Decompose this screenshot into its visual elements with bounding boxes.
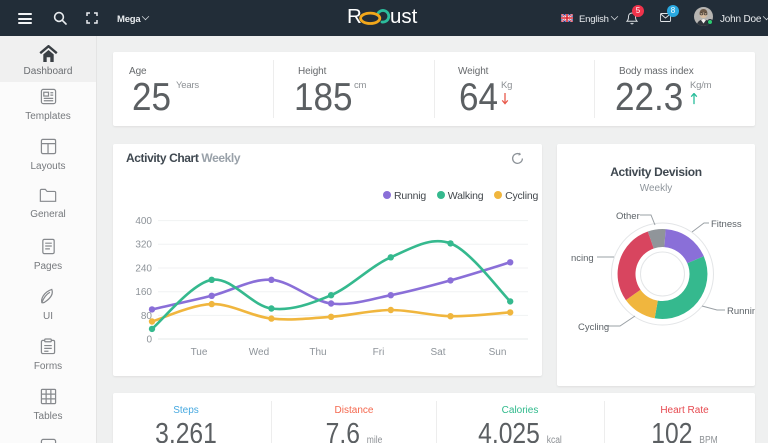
- svg-text:240: 240: [135, 263, 152, 274]
- svg-text:320: 320: [135, 240, 152, 251]
- svg-text:Sat: Sat: [430, 347, 445, 358]
- svg-text:ncing: ncing: [571, 253, 594, 264]
- svg-text:Running: Running: [727, 306, 755, 317]
- svg-text:Sun: Sun: [489, 347, 507, 358]
- svg-text:160: 160: [135, 287, 152, 298]
- svg-text:Tue: Tue: [191, 347, 208, 358]
- svg-text:400: 400: [135, 216, 152, 227]
- svg-text:Fitness: Fitness: [711, 219, 742, 230]
- svg-text:Wed: Wed: [249, 347, 269, 358]
- svg-text:Other: Other: [616, 211, 640, 222]
- svg-text:Thu: Thu: [309, 347, 326, 358]
- svg-text:0: 0: [146, 334, 152, 345]
- svg-text:80: 80: [141, 311, 153, 322]
- svg-text:Fri: Fri: [373, 347, 385, 358]
- svg-text:Cycling: Cycling: [578, 322, 609, 333]
